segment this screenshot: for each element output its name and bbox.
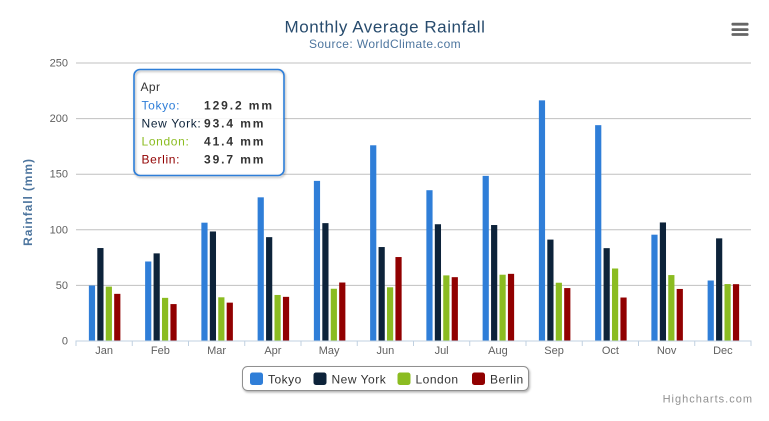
svg-text:Oct: Oct (602, 345, 619, 357)
svg-text:150: 150 (50, 169, 68, 181)
svg-text:Dec: Dec (713, 345, 733, 357)
svg-text:Tokyo: Tokyo (268, 373, 302, 387)
svg-text:93.4 mm: 93.4 mm (204, 117, 265, 131)
svg-text:Berlin: Berlin (490, 373, 524, 387)
svg-text:London: London (416, 373, 459, 387)
svg-text:250: 250 (50, 58, 68, 70)
svg-text:Berlin:: Berlin: (142, 153, 181, 167)
svg-text:Aug: Aug (488, 345, 508, 357)
svg-text:Sep: Sep (544, 345, 564, 357)
svg-text:Rainfall (mm): Rainfall (mm) (21, 158, 35, 246)
svg-text:Monthly Average Rainfall: Monthly Average Rainfall (285, 18, 486, 37)
svg-text:Apr: Apr (264, 345, 281, 357)
svg-text:100: 100 (50, 224, 68, 236)
svg-text:Nov: Nov (657, 345, 677, 357)
svg-text:Source: WorldClimate.com: Source: WorldClimate.com (309, 37, 461, 51)
svg-text:Jun: Jun (377, 345, 395, 357)
svg-text:200: 200 (50, 113, 68, 125)
svg-text:0: 0 (62, 336, 68, 348)
svg-text:May: May (319, 345, 340, 357)
svg-text:129.2 mm: 129.2 mm (204, 99, 274, 113)
svg-text:Mar: Mar (207, 345, 226, 357)
svg-text:41.4 mm: 41.4 mm (204, 135, 265, 149)
svg-text:New York:: New York: (142, 117, 202, 131)
svg-text:39.7 mm: 39.7 mm (204, 153, 265, 167)
svg-text:London:: London: (142, 135, 190, 149)
svg-text:50: 50 (56, 280, 68, 292)
svg-text:Feb: Feb (151, 345, 170, 357)
svg-text:Apr: Apr (141, 80, 161, 94)
svg-text:Jul: Jul (435, 345, 449, 357)
svg-text:Jan: Jan (95, 345, 113, 357)
svg-text:Highcharts.com: Highcharts.com (663, 394, 753, 406)
svg-text:New York: New York (332, 373, 387, 387)
svg-text:Tokyo:: Tokyo: (142, 99, 181, 113)
